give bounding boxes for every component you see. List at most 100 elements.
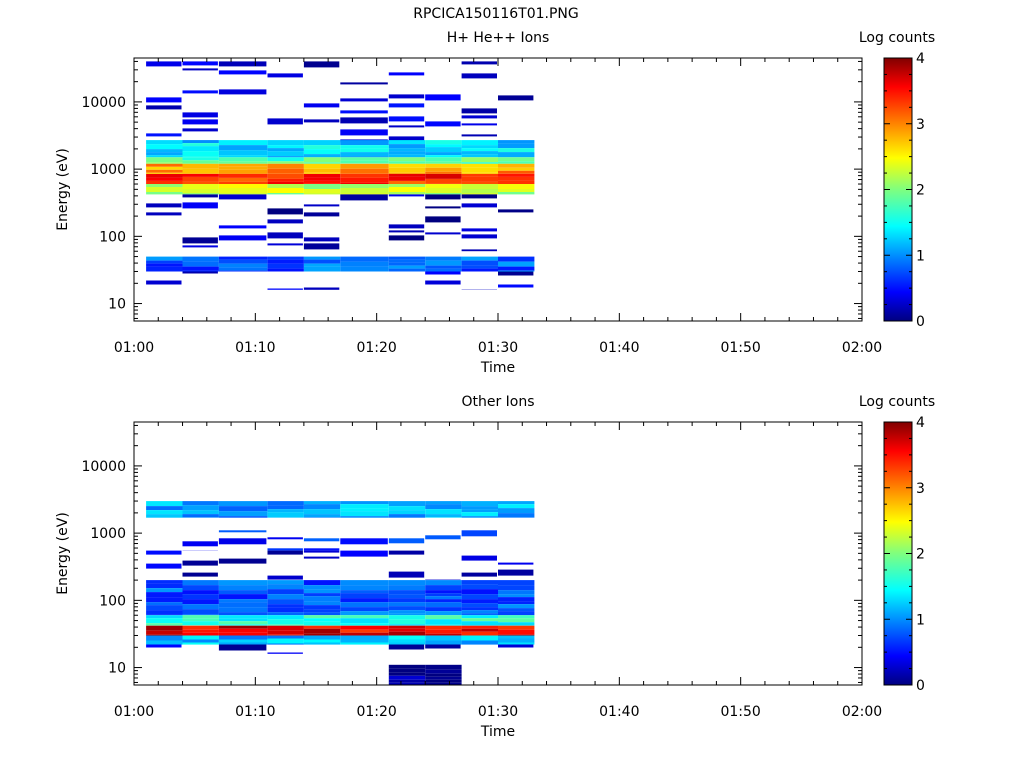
heatmap-cell bbox=[218, 618, 268, 622]
heatmap-cell bbox=[146, 510, 183, 515]
heatmap-cell bbox=[340, 632, 389, 636]
heatmap-cell bbox=[388, 585, 426, 591]
heatmap-cell bbox=[388, 187, 426, 192]
heatmap-cell bbox=[146, 610, 183, 615]
heatmap-cell bbox=[461, 530, 497, 537]
heatmap-cell bbox=[388, 580, 426, 586]
heatmap-cell bbox=[303, 509, 341, 515]
heatmap-cell bbox=[425, 501, 462, 505]
heatmap-cell bbox=[267, 589, 304, 595]
heatmap-cell bbox=[146, 140, 183, 145]
heatmap-cell bbox=[218, 225, 267, 229]
heatmap-cell bbox=[182, 189, 219, 193]
heatmap-cell bbox=[340, 611, 389, 616]
heatmap-cell bbox=[146, 588, 183, 593]
heatmap-cell bbox=[388, 265, 426, 269]
heatmap-cell bbox=[303, 593, 341, 597]
heatmap-cell bbox=[303, 580, 341, 586]
heatmap-cell bbox=[388, 571, 425, 578]
heatmap-cell bbox=[461, 501, 498, 507]
heatmap-cell bbox=[388, 176, 426, 181]
heatmap-cell bbox=[146, 177, 183, 181]
y-tick-label: 1000 bbox=[90, 162, 126, 178]
colorbar-tick-label: 3 bbox=[916, 117, 925, 133]
heatmap-cell bbox=[498, 148, 535, 153]
heatmap-cell bbox=[267, 517, 304, 518]
heatmap-cell bbox=[388, 615, 426, 620]
heatmap-cell bbox=[146, 640, 183, 645]
heatmap-cell bbox=[303, 180, 341, 184]
heatmap-cell bbox=[498, 569, 534, 576]
heatmap-cell bbox=[146, 155, 183, 158]
heatmap-cell bbox=[182, 176, 219, 182]
heatmap-cell bbox=[461, 234, 497, 239]
heatmap-cell bbox=[267, 607, 304, 613]
heatmap-cell bbox=[303, 625, 341, 629]
heatmap-cell bbox=[303, 633, 341, 636]
heatmap-cell bbox=[425, 673, 462, 677]
y-axis-label: Energy (eV) bbox=[55, 148, 71, 231]
heatmap-cell bbox=[218, 585, 268, 591]
heatmap-cell bbox=[182, 594, 219, 600]
heatmap-cell bbox=[303, 162, 341, 164]
heatmap-cell bbox=[388, 606, 426, 611]
heatmap-cell bbox=[498, 638, 535, 643]
heatmap-cell bbox=[425, 593, 462, 597]
heatmap-cell bbox=[498, 580, 535, 586]
heatmap-cell bbox=[461, 172, 498, 174]
heatmap-cell bbox=[425, 94, 461, 101]
heatmap-cell bbox=[461, 115, 497, 119]
heatmap-cell bbox=[218, 632, 268, 636]
heatmap-cell bbox=[461, 145, 498, 149]
colorbar-tick-label: 2 bbox=[916, 547, 925, 563]
heatmap-cell bbox=[388, 94, 425, 99]
heatmap-cell bbox=[498, 608, 535, 612]
heatmap-cell bbox=[267, 181, 304, 185]
heatmap-cell bbox=[182, 604, 219, 610]
heatmap-cell bbox=[498, 513, 535, 518]
heatmap-cell bbox=[267, 652, 303, 654]
heatmap-cell bbox=[425, 265, 462, 269]
heatmap-cell bbox=[461, 228, 497, 232]
x-tick-label: 01:00 bbox=[114, 704, 154, 720]
heatmap-cell bbox=[388, 628, 426, 632]
heatmap-cell bbox=[425, 607, 462, 612]
heatmap-cell bbox=[461, 167, 498, 173]
colorbar-label: Log counts bbox=[859, 394, 935, 410]
heatmap-cell bbox=[218, 256, 268, 260]
heatmap-cell bbox=[182, 572, 218, 577]
heatmap-cell bbox=[218, 590, 268, 595]
heatmap-cell bbox=[303, 61, 340, 68]
heatmap-cell bbox=[498, 629, 535, 635]
heatmap-cell bbox=[303, 548, 340, 551]
heatmap-cell bbox=[425, 517, 462, 518]
heatmap-cell bbox=[340, 585, 389, 591]
heatmap-cell bbox=[340, 168, 389, 174]
y-axis: 10 100 1000 10000 Energy (eV) bbox=[55, 60, 862, 319]
heatmap-cell bbox=[425, 171, 462, 174]
heatmap-cell bbox=[303, 585, 341, 590]
heatmap-cell bbox=[303, 612, 341, 616]
heatmap-cell bbox=[303, 642, 341, 645]
heatmap-cell bbox=[303, 154, 341, 158]
heatmap-cell bbox=[461, 108, 497, 114]
heatmap-cell bbox=[425, 155, 462, 158]
heatmap-cell bbox=[498, 189, 535, 192]
heatmap-cell bbox=[498, 597, 535, 602]
heatmap-cell bbox=[498, 161, 535, 164]
heatmap-cell bbox=[425, 619, 462, 625]
heatmap-cell bbox=[388, 679, 426, 683]
x-tick-label: 02:00 bbox=[842, 704, 882, 720]
y-tick-label: 100 bbox=[99, 229, 126, 245]
heatmap-cell bbox=[388, 594, 426, 599]
heatmap-cell bbox=[461, 260, 498, 266]
heatmap-cell bbox=[498, 604, 535, 609]
heatmap-cell bbox=[498, 152, 535, 158]
heatmap-cell bbox=[218, 511, 268, 517]
heatmap-cell bbox=[146, 266, 183, 272]
heatmap-cell bbox=[146, 152, 183, 156]
heatmap-cell bbox=[218, 259, 268, 264]
heatmap-cell bbox=[218, 624, 268, 626]
heatmap-cell bbox=[425, 188, 462, 193]
heatmap-cell bbox=[461, 148, 498, 152]
